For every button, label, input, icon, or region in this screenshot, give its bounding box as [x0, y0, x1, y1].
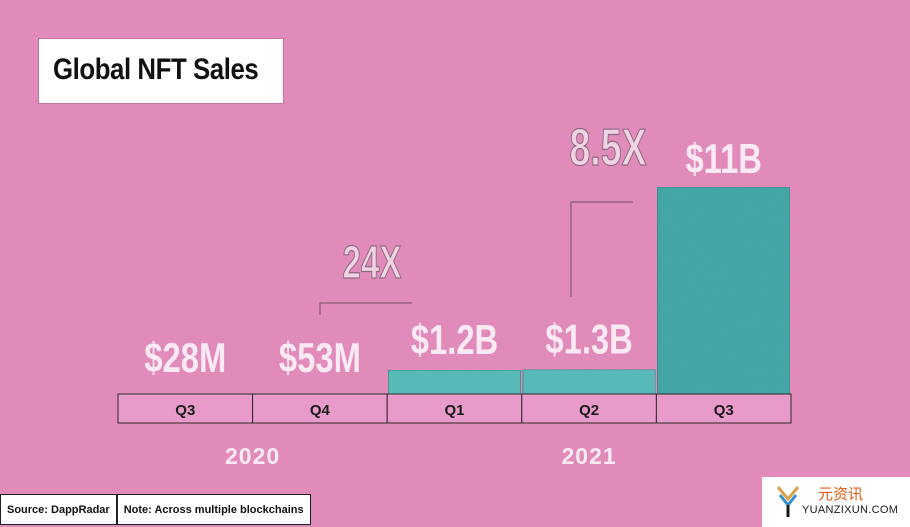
multiplier-labels: 24X 8.5X	[342, 117, 647, 288]
quarter-cell	[252, 393, 388, 424]
chart-title-box: Global NFT Sales	[38, 38, 284, 104]
bar	[656, 186, 791, 395]
bar-value-label: $1.2B	[411, 316, 498, 363]
multiplier-label: 24X	[343, 238, 402, 288]
bar	[387, 369, 522, 395]
quarter-cell	[117, 393, 254, 424]
multiplier-bracket	[570, 201, 633, 297]
quarter-label: Q4	[310, 402, 331, 419]
year-labels: 2020 2021	[225, 443, 617, 469]
quarter-cell	[655, 393, 792, 424]
year-label: 2021	[562, 443, 617, 469]
yuanzixun-logo-icon	[776, 486, 800, 517]
bar-value-label: $11B	[685, 135, 762, 182]
bar	[522, 369, 656, 395]
bar-series	[387, 186, 791, 395]
quarter-label: Q3	[175, 402, 195, 419]
quarter-cell	[521, 393, 657, 424]
chart-title: Global NFT Sales	[53, 53, 259, 86]
footer: Source: DappRadar Note: Across multiple …	[0, 494, 311, 527]
blockchain-note: Note: Across multiple blockchains	[116, 494, 311, 525]
bar-value-label: $1.3B	[545, 316, 632, 363]
source-note: Source: DappRadar	[0, 494, 117, 525]
quarter-label: Q3	[714, 402, 734, 419]
quarter-axis: Q3 Q4 Q1 Q2 Q3	[117, 393, 792, 424]
quarter-label: Q1	[444, 402, 464, 419]
quarter-label: Q2	[579, 402, 599, 419]
bar-value-label: $28M	[144, 334, 226, 381]
multiplier-bracket	[319, 302, 412, 315]
watermark-logo: 元资讯 YUANZIXUN.COM	[762, 477, 910, 527]
multiplier-label: 8.5X	[569, 118, 646, 177]
watermark-en: YUANZIXUN.COM	[802, 504, 899, 516]
multiplier-connectors	[319, 201, 633, 315]
year-label: 2020	[225, 443, 280, 469]
bar-value-label: $53M	[279, 334, 361, 381]
value-labels: $28M $53M $1.2B $1.3B $11B	[144, 135, 762, 381]
watermark-cn: 元资讯	[818, 485, 864, 503]
